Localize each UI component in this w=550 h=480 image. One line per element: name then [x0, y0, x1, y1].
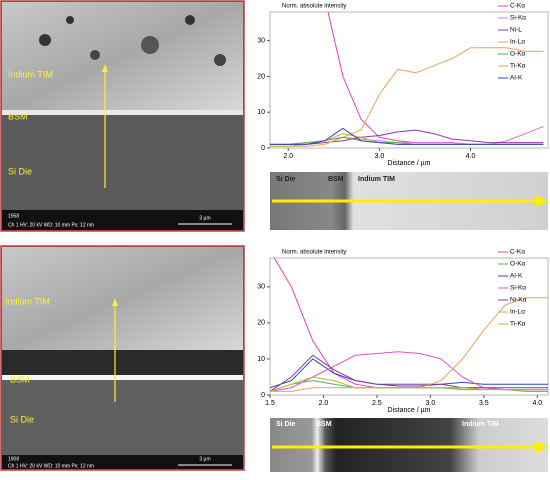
y-tick-label: 0	[261, 145, 265, 152]
legend-label: Ni-L	[510, 27, 522, 34]
sem-image: Indium TIM BSM Si Die 1958 Ch 1 HV: 20 k…	[0, 0, 245, 232]
layer-label: Si Die	[10, 414, 34, 424]
legend-label: In-Lα	[510, 39, 525, 46]
strip-label: Indium TIM	[358, 176, 395, 183]
y-tick-label: 10	[257, 109, 265, 116]
scale-bar-label: 3 µm	[199, 456, 210, 462]
legend-label: Al-K	[510, 273, 523, 280]
y-tick-label: 20	[257, 73, 265, 80]
y-tick-label: 10	[257, 356, 265, 363]
strip-label: BSM	[316, 421, 332, 428]
legend-label: Al-K	[510, 75, 523, 82]
line-scan-image: Si Die BSM Indium TIM	[270, 172, 548, 230]
x-tick-label: 3.0	[375, 153, 385, 160]
legend-label: O-Kα	[510, 261, 526, 268]
series-line	[270, 354, 548, 392]
layer-label: Indium TIM	[8, 69, 53, 79]
plot-lines	[270, 258, 548, 392]
image-id: 1958	[8, 213, 19, 219]
legend-label: O-Kα	[510, 51, 526, 58]
sem-image: Indium TIM BSM Si Die 1908 Ch 1 HV: 20 k…	[0, 245, 245, 471]
y-tick-label: 20	[257, 320, 265, 327]
y-tick-label: 0	[261, 392, 265, 399]
legend-label: Si-Kα	[510, 15, 526, 22]
series-line	[270, 47, 544, 147]
plot-lines	[270, 12, 544, 147]
x-tick-label: 2.0	[283, 153, 293, 160]
legend-label: Si-Kα	[510, 285, 526, 292]
strip-label: Si Die	[276, 421, 296, 428]
x-tick-label: 3.0	[426, 400, 436, 407]
series-line	[270, 358, 548, 389]
y-axis-label: Norm. absolute intensity	[282, 250, 346, 256]
strip-label: Si Die	[276, 176, 296, 183]
legend-label: C-Kα	[510, 249, 525, 256]
series-line	[270, 129, 544, 145]
x-tick-label: 2.5	[372, 400, 382, 407]
image-info: Ch 1 HV: 20 kV WD: 10 mm Px: 12 nm	[8, 222, 94, 228]
line-scan-image: Si Die BSM Indium TIM	[270, 418, 548, 472]
series-line	[270, 376, 548, 392]
layer-label: BSM	[8, 111, 28, 121]
layer-label: Indium TIM	[5, 296, 50, 306]
strip-label: Indium TIM	[462, 421, 499, 428]
y-axis-label: Norm. absolute intensity	[282, 4, 346, 10]
plot-area	[269, 11, 549, 149]
x-axis-label: Distance / µm	[388, 407, 431, 414]
y-tick-label: 30	[257, 37, 265, 44]
image-info: Ch 1 HV: 20 kV WD: 10 mm Px: 12 nm	[8, 463, 94, 469]
x-tick-label: 1.5	[265, 400, 275, 407]
legend-label: Ti-Kα	[510, 63, 526, 70]
layer-label: Si Die	[8, 166, 32, 176]
x-tick-label: 4.0	[532, 400, 542, 407]
x-axis-label: Distance / µm	[388, 160, 431, 167]
layer-label: BSM	[10, 374, 30, 384]
scale-bar-label: 3 µm	[199, 215, 210, 221]
x-tick-label: 3.5	[479, 400, 489, 407]
x-tick-label: 4.0	[466, 153, 476, 160]
strip-label: BSM	[328, 176, 344, 183]
legend-label: Ti-Kα	[510, 321, 526, 328]
plot-area	[269, 257, 549, 396]
series-line	[270, 127, 544, 145]
legend-label: In-Lα	[510, 309, 525, 316]
y-tick-label: 30	[257, 284, 265, 291]
image-id: 1908	[8, 456, 19, 462]
x-tick-label: 2.0	[319, 400, 329, 407]
legend-label: Ni-Kα	[510, 297, 527, 304]
legend-label: C-Kα	[510, 3, 525, 10]
